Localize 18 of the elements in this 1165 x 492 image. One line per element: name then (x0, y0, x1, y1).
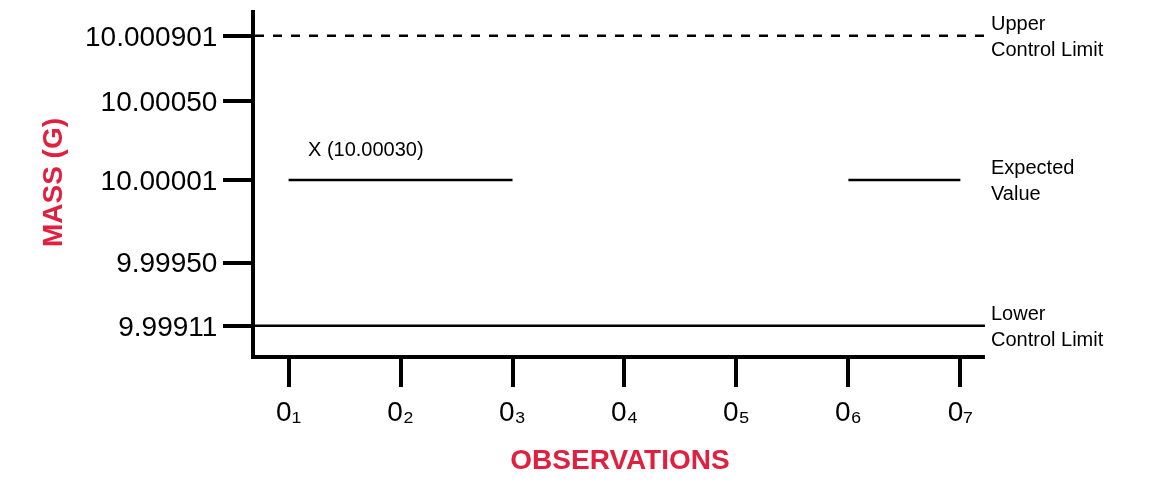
y-tick-label: 9.99950 (116, 247, 218, 279)
x-tick-label: 0₇ (947, 395, 973, 427)
x-tick-label: 0₃ (499, 395, 527, 427)
x-tick-label: 0₂ (387, 395, 414, 427)
x-axis-title: OBSERVATIONS (510, 444, 730, 476)
x-tick-label: 0₁ (276, 395, 302, 427)
y-tick-label: 9.99911 (118, 310, 218, 342)
y-tick-label: 10.000901 (85, 20, 218, 52)
y-tick-label: 10.00050 (100, 85, 218, 117)
x-tick-label: 0₆ (834, 395, 862, 427)
series-label: Expected Value (991, 156, 1075, 204)
annotation: X (10.00030) (308, 138, 424, 160)
x-tick-label: 0₄ (610, 395, 638, 427)
ref-line-label: Upper Control Limit (991, 12, 1104, 60)
y-tick-label: 10.00001 (100, 164, 218, 196)
ref-line-label: Lower Control Limit (991, 302, 1104, 350)
x-tick-label: 0₅ (723, 395, 750, 427)
y-axis-title: MASS (G) (37, 117, 69, 248)
